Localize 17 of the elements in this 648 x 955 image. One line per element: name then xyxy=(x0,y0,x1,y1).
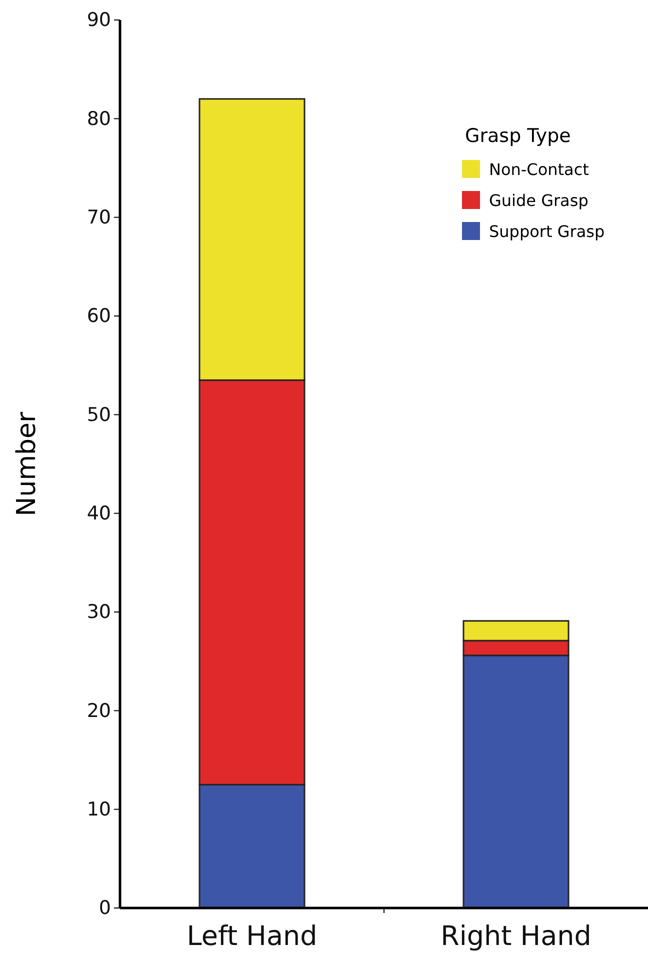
legend-label: Non-Contact xyxy=(489,160,589,179)
y-tick-label: 40 xyxy=(86,502,111,524)
y-axis-title: Number xyxy=(12,411,42,516)
y-tick-label: 80 xyxy=(86,108,111,130)
y-tick-label: 20 xyxy=(86,700,111,722)
y-tick-label: 30 xyxy=(86,601,111,624)
legend-label: Support Grasp xyxy=(489,222,605,241)
y-tick-label: 70 xyxy=(86,206,111,228)
y-tick-label: 0 xyxy=(98,897,111,920)
y-tick-label: 90 xyxy=(86,9,111,32)
x-tick-label: Left Hand xyxy=(186,920,318,952)
x-tick-label: Right Hand xyxy=(440,920,592,952)
y-tick-label: 50 xyxy=(86,404,111,426)
legend-label: Guide Grasp xyxy=(489,191,588,210)
y-tick-label: 60 xyxy=(86,305,111,328)
legend-title: Grasp Type xyxy=(465,125,571,147)
y-tick-label: 10 xyxy=(86,798,111,820)
